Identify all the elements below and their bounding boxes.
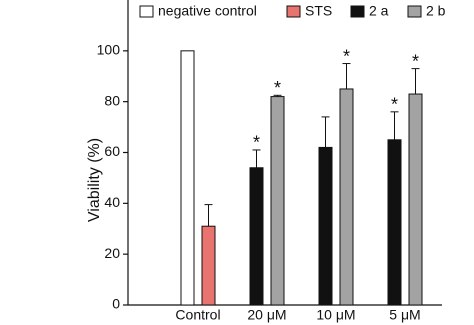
legend-swatch (139, 5, 154, 18)
bar (408, 93, 423, 306)
y-axis-label: Viability (%) (86, 138, 103, 222)
significance-mark: * (412, 51, 419, 71)
y-tick-label: 80 (104, 92, 120, 108)
y-tick-label: 0 (112, 296, 120, 312)
bar (270, 96, 285, 306)
legend-label: negative control (158, 3, 257, 19)
x-tick-label: 10 μM (316, 307, 355, 323)
legend-swatch (407, 5, 422, 18)
y-tick-label: 60 (104, 143, 120, 159)
x-tick-label: Control (175, 307, 220, 323)
x-tick-label: 20 μM (247, 307, 286, 323)
y-tick-label: 40 (104, 194, 120, 210)
significance-mark: * (274, 78, 281, 98)
bar (201, 225, 216, 306)
y-tick-label: 20 (104, 245, 120, 261)
legend-label: 2 b (426, 3, 446, 19)
legend-label: STS (305, 3, 332, 19)
bar (339, 88, 354, 306)
x-tick-label: 5 μM (389, 307, 420, 323)
legend-swatch (350, 5, 365, 18)
legend-label: 2 a (369, 3, 389, 19)
significance-mark: * (253, 133, 260, 153)
significance-mark: * (391, 95, 398, 115)
legend-swatch (286, 5, 301, 18)
bar (318, 146, 333, 306)
bar (249, 167, 264, 306)
significance-mark: * (343, 46, 350, 66)
bar (180, 50, 195, 306)
bar (387, 139, 402, 306)
y-tick-label: 100 (97, 42, 121, 58)
